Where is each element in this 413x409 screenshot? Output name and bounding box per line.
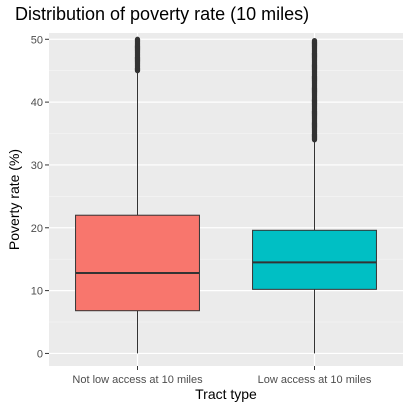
y-tick-label: 40	[31, 97, 43, 109]
box-iqr	[75, 214, 200, 312]
box-iqr	[252, 229, 377, 290]
plot-panel	[49, 33, 403, 366]
outlier-point	[311, 37, 318, 44]
y-tick-label: 10	[31, 286, 43, 298]
x-axis-title: Tract type	[195, 386, 257, 402]
y-tick-label: 20	[31, 223, 43, 235]
y-axis-title: Poverty rate (%)	[6, 149, 22, 250]
y-tick-label: 30	[31, 160, 43, 172]
y-axis: 0 10 20 30 40 50	[31, 34, 49, 360]
boxes-group	[75, 36, 377, 354]
outlier-point	[134, 36, 141, 42]
box-low-access	[252, 37, 377, 354]
y-tick-label: 50	[31, 34, 43, 46]
x-axis: Not low access at 10 miles Low access at …	[72, 366, 372, 386]
x-tick-label: Not low access at 10 miles	[72, 374, 203, 386]
y-tick-label: 0	[37, 348, 43, 360]
x-tick-label: Low access at 10 miles	[258, 374, 372, 386]
box-not-low-access	[75, 36, 200, 354]
chart-title: Distribution of poverty rate (10 miles)	[15, 4, 310, 24]
